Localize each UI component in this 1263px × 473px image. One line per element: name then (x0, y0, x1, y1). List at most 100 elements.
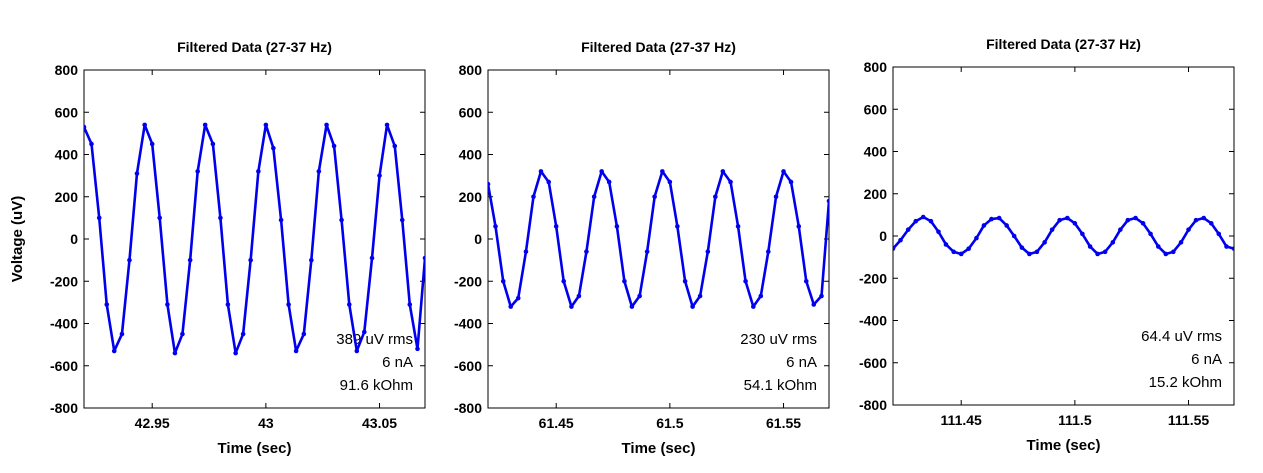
data-point (584, 249, 589, 254)
data-point (690, 304, 695, 309)
data-point (286, 302, 291, 307)
annotation-1: 64.4 uV rms (1141, 328, 1222, 345)
y-tick-label: -800 (859, 397, 887, 413)
series-1 (488, 169, 829, 309)
data-point (720, 169, 726, 174)
data-point (488, 181, 491, 187)
series-line (488, 170, 829, 308)
y-tick-label: -600 (454, 358, 482, 374)
x-tick-label: 42.95 (135, 415, 170, 431)
data-point (508, 304, 514, 309)
data-point (347, 302, 352, 307)
data-point (637, 293, 642, 299)
data-point (271, 145, 276, 151)
data-point (819, 293, 824, 299)
data-point (735, 224, 741, 229)
chart-panel-1: Filtered Data (27-37 Hz) 800 600 400 200 0 -20… (9, 39, 426, 457)
data-point (629, 304, 635, 309)
y-tick-label: -600 (50, 358, 78, 374)
chart-title: Filtered Data (27-37 Hz) (581, 39, 736, 55)
data-point (1011, 233, 1017, 239)
series-1 (84, 122, 425, 356)
data-point (713, 194, 718, 200)
y-tick-label: 0 (70, 231, 78, 247)
data-point (1133, 215, 1138, 221)
data-point (751, 304, 756, 309)
data-point (599, 169, 604, 174)
data-point (697, 293, 703, 299)
data-point (996, 215, 1002, 221)
data-point (111, 348, 117, 354)
data-point (966, 246, 971, 251)
data-point (515, 295, 521, 301)
data-point (127, 257, 132, 263)
data-point (1072, 221, 1078, 226)
data-point (362, 329, 367, 335)
data-point (195, 169, 200, 174)
x-tick-label: 111.55 (1168, 412, 1209, 428)
data-point (500, 278, 506, 284)
data-point (943, 242, 949, 247)
data-point (1080, 231, 1085, 237)
data-point (415, 346, 420, 352)
data-point (958, 251, 964, 257)
data-point (422, 255, 425, 261)
data-point (803, 278, 809, 284)
data-point (180, 331, 185, 337)
data-point (796, 224, 802, 229)
chart-title: Filtered Data (27-37 Hz) (177, 39, 332, 55)
data-point (1118, 227, 1123, 232)
y-tick-label: 800 (864, 59, 888, 75)
data-point (1095, 251, 1100, 257)
y-tick-label: 800 (459, 62, 483, 78)
data-point (225, 302, 231, 307)
data-point (316, 169, 322, 174)
y-tick-label: 200 (55, 189, 79, 205)
data-point (561, 278, 566, 284)
y-tick-label: -800 (454, 400, 482, 416)
data-point (1201, 215, 1207, 221)
data-point (301, 331, 307, 337)
data-point (644, 249, 650, 254)
data-point (1004, 223, 1009, 228)
data-point (142, 122, 147, 128)
series-line (84, 123, 425, 355)
data-point (743, 278, 748, 284)
data-point (766, 249, 771, 254)
series-1 (893, 214, 1234, 257)
data-point (157, 215, 162, 221)
y-tick-label: -200 (859, 270, 887, 286)
annotation-3: 91.6 kOhm (340, 377, 413, 394)
data-point (187, 257, 193, 263)
data-point (920, 214, 926, 220)
y-tick-label: 600 (459, 104, 483, 120)
y-tick-label: -400 (454, 316, 482, 332)
data-point (1102, 249, 1108, 255)
data-point (728, 179, 733, 185)
data-point (773, 194, 779, 200)
data-point (119, 331, 125, 337)
chart-title: Filtered Data (27-37 Hz) (986, 36, 1141, 52)
x-axis-label: Time (sec) (1027, 437, 1101, 454)
data-point (788, 179, 794, 185)
data-point (951, 249, 956, 255)
annotation-3: 15.2 kOhm (1149, 374, 1222, 391)
data-point (1019, 245, 1025, 250)
data-point (149, 141, 155, 147)
y-tick-label: -400 (50, 316, 78, 332)
data-point (1065, 215, 1070, 221)
annotation-2: 6 nA (382, 354, 413, 371)
y-axis-label: Voltage (uV) (9, 196, 26, 282)
data-point (493, 224, 498, 229)
y-tick-label: 400 (864, 144, 888, 160)
data-point (667, 179, 673, 185)
data-point (1087, 244, 1093, 249)
x-tick-label: 43.05 (362, 415, 397, 431)
y-tick-label: 400 (55, 147, 79, 163)
data-point (531, 194, 536, 200)
x-tick-label: 61.45 (539, 415, 574, 431)
plot-frame (487, 69, 830, 409)
x-axis-label: Time (sec) (218, 440, 292, 457)
y-tick-label: 600 (864, 101, 888, 117)
